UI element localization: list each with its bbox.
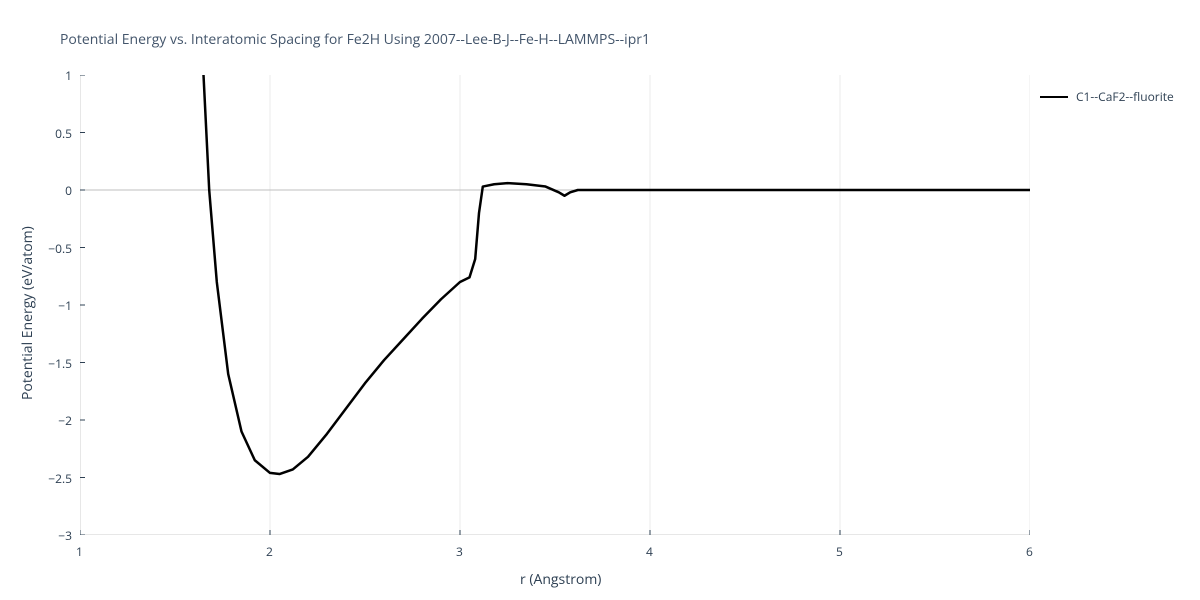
x-tick-label: 5 [836, 543, 843, 560]
x-tick-label: 4 [646, 543, 653, 560]
x-tick-label: 2 [266, 543, 273, 560]
y-tick-label: 0.5 [55, 125, 72, 142]
y-tick-label: 1 [65, 67, 72, 84]
chart-plot [80, 75, 1030, 535]
x-axis-label: r (Angstrom) [520, 570, 601, 589]
y-tick-label: 0 [65, 182, 72, 199]
x-tick-label: 3 [456, 543, 463, 560]
y-tick-label: −0.5 [48, 240, 72, 257]
y-tick-label: −1.5 [48, 355, 72, 372]
chart-title: Potential Energy vs. Interatomic Spacing… [60, 30, 650, 49]
y-tick-label: −2 [58, 412, 72, 429]
y-tick-label: −2.5 [48, 470, 72, 487]
legend-swatch [1040, 96, 1068, 98]
legend: C1--CaF2--fluorite [1040, 88, 1174, 105]
y-tick-label: −3 [58, 527, 72, 544]
y-axis-label: Potential Energy (eV/atom) [18, 226, 37, 400]
x-tick-label: 6 [1026, 543, 1033, 560]
x-tick-label: 1 [76, 543, 83, 560]
y-tick-label: −1 [58, 297, 72, 314]
legend-label: C1--CaF2--fluorite [1076, 88, 1174, 105]
